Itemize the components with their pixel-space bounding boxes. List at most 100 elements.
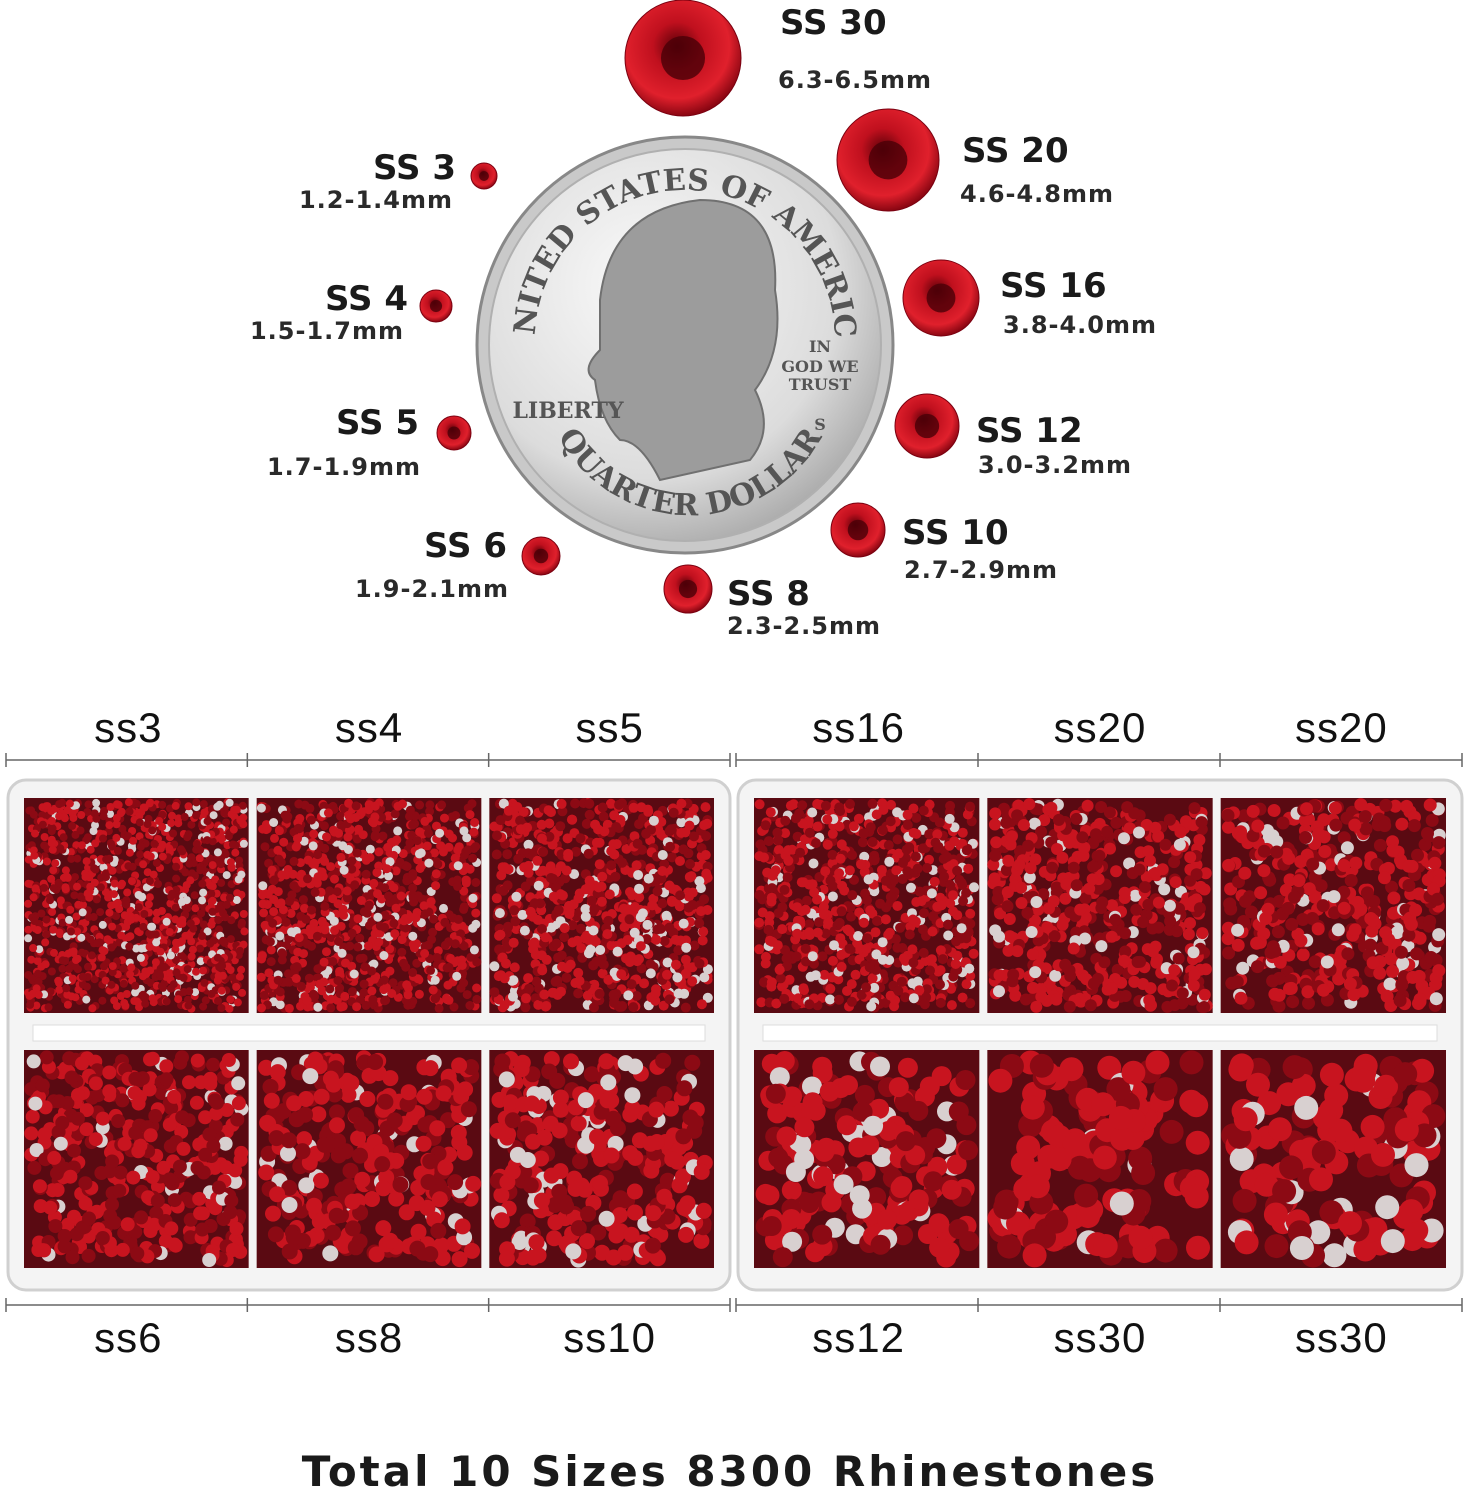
rhinestone	[871, 949, 882, 960]
rhinestone	[573, 967, 584, 978]
rhinestone	[591, 956, 602, 967]
rhinestone	[88, 1132, 103, 1147]
rhinestone	[963, 863, 974, 874]
rhinestone	[338, 841, 348, 851]
rhinestone	[63, 1169, 78, 1184]
rhinestone	[108, 842, 117, 851]
rhinestone	[664, 880, 675, 891]
rhinestone	[469, 827, 479, 837]
rhinestone	[945, 898, 956, 909]
rhinestone	[303, 874, 312, 884]
rhinestone	[591, 837, 602, 848]
rhinestone	[624, 957, 635, 967]
rhinestone	[466, 952, 476, 962]
rhinestone	[433, 859, 443, 869]
size-range: 1.2-1.4mm	[299, 186, 453, 214]
rhinestone	[86, 845, 95, 854]
rhinestone	[965, 998, 976, 1009]
box-label: ss8	[335, 1314, 403, 1361]
rhinestone	[277, 870, 287, 880]
rhinestone	[584, 809, 595, 820]
rhinestone	[612, 946, 623, 957]
rhinestone	[635, 941, 646, 952]
rhinestone	[810, 970, 821, 981]
rhinestone	[378, 831, 388, 841]
rhinestone	[55, 1115, 70, 1130]
rhinestone	[82, 857, 91, 866]
rhinestone	[294, 1143, 311, 1160]
rhinestone	[213, 802, 222, 811]
rhinestone	[29, 944, 38, 952]
rhinestone-table	[926, 283, 956, 313]
rhinestone	[425, 806, 435, 816]
rhinestone	[503, 805, 514, 816]
rhinestone	[273, 845, 283, 855]
rhinestone	[215, 963, 224, 972]
rhinestone	[162, 997, 171, 1006]
rhinestone	[78, 972, 87, 981]
rhinestone	[37, 1127, 52, 1142]
rhinestone	[1193, 834, 1206, 846]
rhinestone	[1118, 954, 1130, 967]
rhinestone	[687, 976, 698, 987]
rhinestone	[188, 945, 197, 954]
rhinestone	[171, 801, 180, 810]
rhinestone	[370, 812, 380, 822]
rhinestone	[489, 821, 500, 832]
rhinestone	[334, 828, 344, 838]
rhinestone	[410, 912, 420, 922]
rhinestone	[167, 1089, 182, 1104]
rhinestone	[532, 855, 543, 866]
rhinestone	[409, 943, 419, 953]
size-label: SS 6	[424, 526, 507, 566]
rhinestone	[402, 980, 412, 990]
rhinestone	[415, 800, 425, 810]
coin-mint: S	[814, 415, 826, 434]
rhinestone	[684, 820, 695, 831]
rhinestone	[836, 839, 847, 850]
rhinestone	[822, 814, 833, 825]
rhinestone	[454, 1218, 471, 1235]
rhinestone	[757, 907, 768, 918]
rhinestone	[657, 850, 668, 860]
rhinestone	[199, 1002, 208, 1011]
rhinestone	[453, 861, 463, 871]
rhinestone	[659, 936, 670, 946]
rhinestone	[191, 988, 200, 997]
rhinestone	[446, 953, 456, 963]
rhinestone	[340, 991, 350, 1001]
rhinestone	[167, 819, 176, 828]
rhinestone	[256, 803, 266, 813]
rhinestone	[625, 887, 635, 897]
rhinestone	[422, 1060, 439, 1077]
rhinestone	[1067, 942, 1080, 955]
rhinestone	[395, 857, 405, 867]
size-label: SS 10	[902, 513, 1009, 553]
rhinestone	[198, 879, 207, 888]
rhinestone	[222, 900, 231, 909]
rhinestone	[164, 1221, 179, 1236]
rhinestone	[143, 1052, 157, 1067]
rhinestone	[105, 937, 114, 946]
rhinestone	[338, 1002, 348, 1011]
rhinestone	[760, 958, 771, 969]
rhinestone	[274, 826, 284, 836]
rhinestone	[98, 920, 107, 929]
rhinestone	[537, 924, 547, 934]
rhinestone	[399, 958, 409, 968]
rhinestone	[867, 837, 878, 847]
rhinestone	[136, 850, 145, 859]
rhinestone	[120, 911, 129, 920]
rhinestone	[166, 984, 175, 993]
rhinestone	[258, 1164, 275, 1181]
rhinestone	[190, 1160, 205, 1175]
rhinestone	[636, 963, 647, 974]
rhinestone	[595, 945, 606, 955]
rhinestone	[580, 911, 591, 922]
rhinestone	[141, 999, 150, 1008]
rhinestone	[437, 1159, 454, 1176]
rhinestone	[333, 976, 343, 985]
rhinestone	[1110, 816, 1123, 829]
rhinestone	[95, 932, 104, 941]
rhinestone	[147, 922, 156, 931]
